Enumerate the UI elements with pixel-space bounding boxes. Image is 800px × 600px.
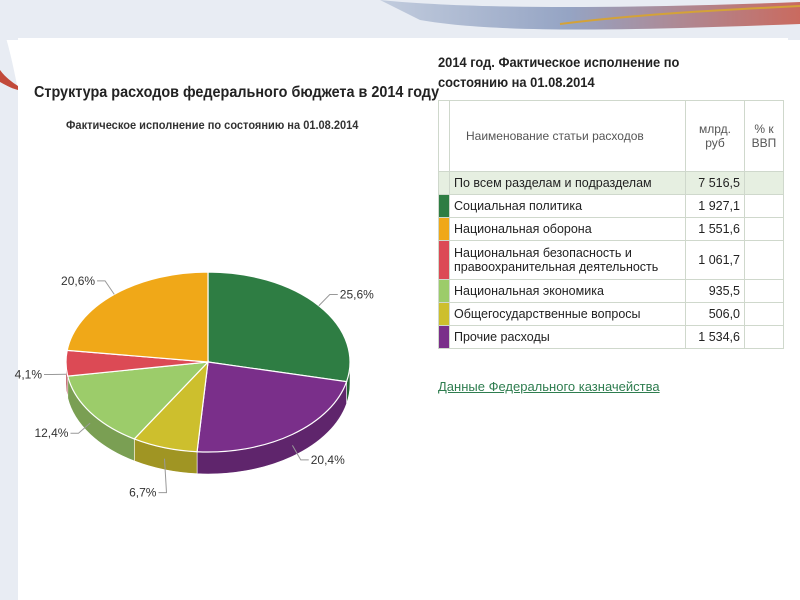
pie-labels: 25,6% 20,4% 6,7% 12,4% 4,1% 20,6% [15,274,374,500]
source-link[interactable]: Данные Федерального казначейства [438,379,660,394]
table-header-row: Наименование статьи расходов млрд. руб %… [438,100,784,172]
pie-leader-line [70,422,91,434]
pie-label-economy: 12,4% [34,426,68,440]
row-swatch [438,240,450,280]
header-name: Наименование статьи расходов [449,100,686,172]
row-value: 506,0 [685,302,745,326]
pie-slices [65,271,351,453]
table-row-other: Прочие расходы 1 534,6 [438,325,784,349]
row-pct [744,217,784,241]
row-name: Национальная безопасность и правоохранит… [449,240,686,280]
row-name: Национальная оборона [449,217,686,241]
pie-label-security: 4,1% [15,368,43,382]
row-pct [744,240,784,280]
row-value: 1 927,1 [685,194,745,218]
chart-title: Структура расходов федерального бюджета … [34,84,440,101]
row-pct [744,279,784,303]
table-row-total: По всем разделам и подразделам 7 516,5 [438,171,784,195]
row-name: Общегосударственные вопросы [449,302,686,326]
table-row-general: Общегосударственные вопросы 506,0 [438,302,784,326]
row-swatch [438,325,450,349]
budget-table: Наименование статьи расходов млрд. руб %… [438,100,784,349]
pie-slice-economy [67,361,210,440]
row-pct [744,325,784,349]
row-pct [744,302,784,326]
row-pct [744,171,784,195]
row-value: 1 551,6 [685,217,745,241]
header-pct: % к ВВП [744,100,784,172]
pie-label-other: 20,4% [311,453,345,467]
row-pct [744,194,784,218]
pie-leader-line [291,445,309,461]
row-name: По всем разделам и подразделам [449,171,686,195]
row-swatch [438,279,450,303]
pie-leader-line [97,280,115,295]
row-value: 1 061,7 [685,240,745,280]
row-name: Социальная политика [449,194,686,218]
table-heading: 2014 год. Фактическое исполнение по сост… [438,54,680,90]
pie-slice-defense [66,271,209,363]
table-row-social: Социальная политика 1 927,1 [438,194,784,218]
table-row-defense: Национальная оборона 1 551,6 [438,217,784,241]
row-name: Национальная экономика [449,279,686,303]
pie-label-social: 25,6% [340,287,374,301]
pie-label-general: 6,7% [129,486,157,500]
header-value: млрд. руб [685,100,745,172]
row-name: Прочие расходы [449,325,686,349]
row-swatch [438,302,450,326]
row-swatch [438,171,450,195]
header-swatch-cell [438,100,450,172]
pie-label-defense: 20,6% [61,274,95,288]
pie-leader-line [318,293,338,307]
row-value: 7 516,5 [685,171,745,195]
row-value: 1 534,6 [685,325,745,349]
row-value: 935,5 [685,279,745,303]
row-swatch [438,194,450,218]
table-row-economy: Национальная экономика 935,5 [438,279,784,303]
chart-subtitle: Фактическое исполнение по состоянию на 0… [66,118,359,132]
row-swatch [438,217,450,241]
pie-slice-other [196,361,348,453]
table-row-security: Национальная безопасность и правоохранит… [438,240,784,280]
pie-leader-line [158,458,168,494]
